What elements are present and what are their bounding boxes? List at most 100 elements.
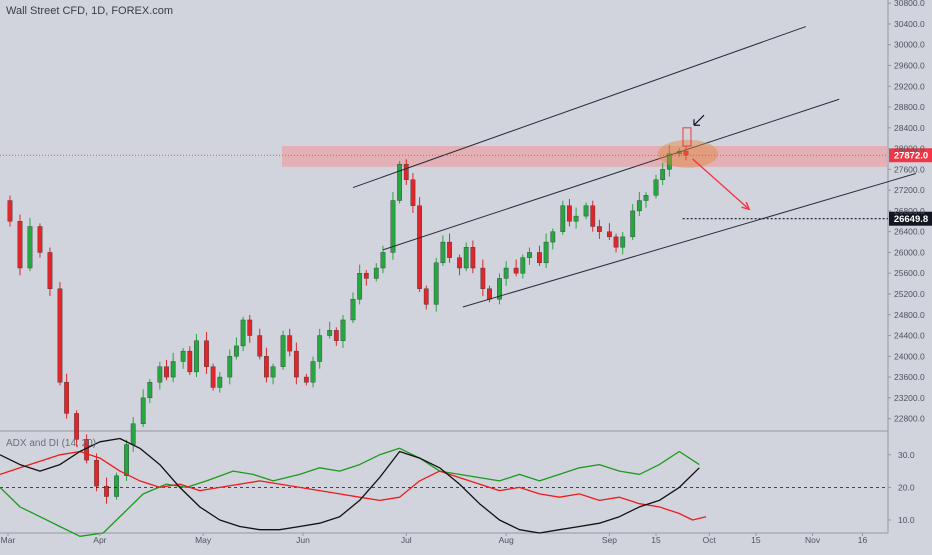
candle-body xyxy=(157,366,163,383)
candle-body xyxy=(257,335,263,357)
price-tick-label: 28800.0 xyxy=(894,102,925,112)
level-badge-26649.8 xyxy=(889,211,932,226)
price-tick-label: 22800.0 xyxy=(894,414,925,424)
channel-line-2 xyxy=(382,98,840,251)
candle-body xyxy=(187,350,193,373)
time-tick-label: 15 xyxy=(651,535,661,545)
candle-body xyxy=(164,366,169,378)
price-tick-label: 23600.0 xyxy=(894,372,925,382)
candle-body xyxy=(567,205,572,222)
candle-body xyxy=(194,340,199,373)
channel-line-3 xyxy=(462,173,916,308)
candle-body xyxy=(180,350,186,362)
indicator-tick-label: 10.0 xyxy=(898,515,915,525)
candle-body xyxy=(130,423,136,445)
top-highlight-ellipse xyxy=(657,139,718,168)
candle-body xyxy=(287,335,293,352)
candle-body xyxy=(147,382,153,399)
candle-body xyxy=(417,205,422,289)
candle-body xyxy=(487,288,492,300)
candle-body xyxy=(480,267,486,289)
price-tick-label: 24800.0 xyxy=(894,310,925,320)
candle-body xyxy=(573,215,579,222)
time-tick-label: Sep xyxy=(602,535,617,545)
price-tick-label: 27200.0 xyxy=(894,185,925,195)
candle-body xyxy=(340,319,346,341)
indicator-tick-label: 30.0 xyxy=(898,450,915,460)
level-badge-label: 26649.8 xyxy=(894,214,928,225)
candle-body xyxy=(234,345,239,357)
candle-body xyxy=(463,247,469,269)
candle-body xyxy=(204,340,209,367)
candle-body xyxy=(37,226,43,253)
candle-body xyxy=(636,200,642,212)
price-tick-label: 27600.0 xyxy=(894,164,925,174)
price-tick-label: 23200.0 xyxy=(894,393,925,403)
top-candle-box xyxy=(682,127,692,147)
candle-body xyxy=(590,205,596,227)
candle-body xyxy=(327,330,333,336)
price-tick-label: 25200.0 xyxy=(894,289,925,299)
candle-body xyxy=(104,485,109,497)
price-tick-label: 26400.0 xyxy=(894,227,925,237)
candle-body xyxy=(350,298,356,321)
candle-body xyxy=(503,267,509,279)
price-tick-label: 28400.0 xyxy=(894,123,925,133)
candle-body xyxy=(513,267,519,274)
candle-body xyxy=(560,205,566,232)
price-tick-label: 30000.0 xyxy=(894,40,925,50)
candle-body xyxy=(666,153,672,170)
candle-body xyxy=(457,257,462,269)
series-di- xyxy=(0,447,700,537)
time-tick-label: Jul xyxy=(401,535,412,545)
candle-body xyxy=(293,350,299,378)
candle-body xyxy=(7,200,13,222)
candle-body xyxy=(390,200,396,253)
candle-body xyxy=(227,356,233,378)
candle-body xyxy=(47,252,53,289)
candle-body xyxy=(357,273,363,300)
candle-body xyxy=(170,361,176,378)
candle-body xyxy=(270,366,276,378)
candle-body xyxy=(550,231,556,243)
candle-body xyxy=(280,335,286,367)
price-tick-label: 30800.0 xyxy=(894,0,925,8)
candle-body xyxy=(520,257,526,274)
candle-body xyxy=(114,475,119,497)
candle-body xyxy=(630,210,636,238)
candle-body xyxy=(660,169,666,180)
price-tick-label: 29200.0 xyxy=(894,81,925,91)
candle-body xyxy=(470,247,476,269)
candle-body xyxy=(140,397,146,425)
indicator-tick-label: 20.0 xyxy=(898,482,915,492)
symbol-title: Wall Street CFD, 1D, FOREX.com xyxy=(6,5,174,17)
candle-body xyxy=(64,382,70,414)
time-tick-label: Apr xyxy=(93,535,106,545)
candle-body xyxy=(310,361,316,383)
candle-body xyxy=(373,267,379,279)
candle-body xyxy=(27,226,33,269)
series-di- xyxy=(0,450,707,521)
series-adx xyxy=(0,437,700,534)
candle-body xyxy=(643,195,649,201)
price-tick-label: 28000.0 xyxy=(894,144,925,154)
candle-body xyxy=(240,319,246,347)
candle-body xyxy=(264,356,269,378)
candle-body xyxy=(333,330,339,341)
resistance-zone xyxy=(282,145,888,167)
candle-body xyxy=(247,319,253,336)
candle-body xyxy=(210,366,216,388)
level-badge-27872.0 xyxy=(889,148,932,163)
candle-body xyxy=(433,262,439,305)
candle-body xyxy=(497,278,502,300)
candle-body xyxy=(94,459,99,487)
time-tick-label: 15 xyxy=(751,535,761,545)
time-tick-label: Nov xyxy=(805,535,821,545)
candle-body xyxy=(363,273,369,279)
candle-body xyxy=(17,221,23,269)
candle-body xyxy=(303,376,309,383)
projection-arrow-line xyxy=(692,158,750,210)
candle-body xyxy=(583,205,589,217)
candle-body xyxy=(217,376,223,388)
